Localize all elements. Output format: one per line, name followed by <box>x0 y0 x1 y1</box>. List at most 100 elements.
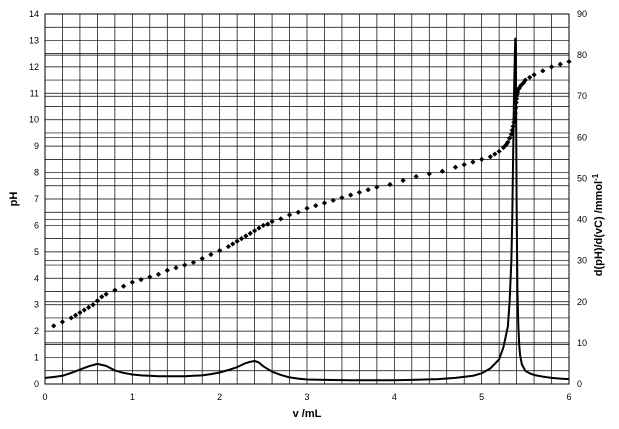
y-axis-title: pH <box>8 192 20 207</box>
ph-point <box>461 162 467 168</box>
gridlines <box>45 14 569 384</box>
y2-tick-label: 50 <box>577 173 587 183</box>
y-tick-label: 6 <box>34 220 39 230</box>
y2-tick-label: 80 <box>577 50 587 60</box>
ph-point <box>99 294 105 300</box>
ph-point <box>121 283 127 289</box>
ph-point <box>86 304 92 310</box>
y2-tick-label: 90 <box>577 9 587 19</box>
y2-axis-ticks: 0 10 20 30 40 50 60 70 80 90 <box>577 9 587 389</box>
ph-point <box>68 315 74 321</box>
y-tick-label: 10 <box>29 115 39 125</box>
y2-tick-label: 30 <box>577 256 587 266</box>
ph-point <box>387 181 393 188</box>
ph-point <box>269 218 275 225</box>
y-tick-label: 4 <box>34 273 39 283</box>
ph-point <box>426 171 432 177</box>
ph-point <box>278 216 284 222</box>
ph-point <box>164 267 170 273</box>
ph-point <box>507 135 513 141</box>
y-tick-label: 13 <box>29 35 39 45</box>
ph-point <box>243 233 249 239</box>
x-tick-label: 5 <box>479 392 484 402</box>
ph-point <box>217 247 223 254</box>
ph-point <box>208 251 214 258</box>
ph-point <box>330 197 336 203</box>
y2-axis-title-main: d(pH)/d(vC) /mmol <box>593 181 605 276</box>
y2-tick-label: 20 <box>577 297 587 307</box>
ph-point <box>540 68 546 74</box>
y-tick-label: 2 <box>34 326 39 336</box>
ph-point <box>518 82 524 88</box>
ph-point <box>256 225 262 231</box>
ph-point <box>522 77 528 83</box>
ph-point <box>94 298 100 304</box>
derivative-line <box>44 37 570 382</box>
y-tick-label: 0 <box>34 379 39 389</box>
ph-point <box>260 222 266 229</box>
ph-point <box>531 72 537 78</box>
ph-point <box>155 271 162 277</box>
ph-point <box>313 203 319 209</box>
ph-point <box>81 307 87 313</box>
ph-point <box>348 192 354 198</box>
ph-point <box>103 291 109 297</box>
ph-point <box>487 154 493 160</box>
x-tick-label: 2 <box>217 392 222 402</box>
ph-point <box>90 302 96 308</box>
x-tick-label: 6 <box>566 392 571 402</box>
y2-axis-title: d(pH)/d(vC) /mmol-1 <box>591 173 605 276</box>
y2-tick-label: 70 <box>577 91 587 101</box>
ph-point <box>496 148 502 155</box>
ph-point <box>557 61 563 67</box>
x-tick-label: 4 <box>392 392 397 402</box>
ph-point <box>400 177 406 184</box>
ph-point <box>77 310 83 316</box>
ph-point <box>234 238 240 244</box>
ph-point <box>452 164 459 170</box>
y-tick-label: 11 <box>30 88 39 98</box>
ph-point <box>230 241 236 247</box>
ph-point <box>147 274 153 280</box>
ph-point <box>72 312 79 318</box>
ph-point <box>548 64 555 70</box>
ph-point <box>508 131 514 137</box>
ph-point <box>247 230 253 236</box>
ph-point <box>356 189 362 195</box>
ph-point <box>225 243 231 250</box>
ph-point <box>339 195 345 201</box>
ph-point <box>295 209 301 215</box>
ph-point <box>112 287 118 293</box>
ph-point <box>59 319 66 325</box>
ph-point <box>173 265 179 271</box>
ph-point <box>129 279 135 285</box>
y2-tick-label: 60 <box>577 132 587 142</box>
ph-point <box>516 85 522 91</box>
y2-tick-label: 0 <box>577 379 582 389</box>
ph-point <box>566 58 572 65</box>
ph-point <box>365 187 371 193</box>
ph-point <box>190 259 197 266</box>
y-tick-label: 14 <box>29 9 39 19</box>
ph-point <box>238 236 245 242</box>
ph-point <box>321 200 328 206</box>
ph-point <box>138 277 144 283</box>
ph-point <box>265 221 271 227</box>
y2-tick-label: 10 <box>577 338 587 348</box>
x-tick-label: 3 <box>304 392 309 402</box>
y-tick-label: 12 <box>29 62 39 72</box>
plot-frame <box>44 13 570 385</box>
x-tick-label: 1 <box>130 392 135 402</box>
y2-tick-label: 40 <box>577 215 587 225</box>
y-tick-label: 1 <box>34 353 39 363</box>
ph-point <box>304 205 310 211</box>
y-tick-label: 8 <box>34 168 39 178</box>
ph-point <box>51 323 57 329</box>
y2-axis-title-sup: -1 <box>591 173 600 181</box>
ph-point <box>500 144 507 151</box>
y-tick-label: 5 <box>34 247 39 257</box>
ph-point <box>479 156 485 162</box>
series-layer <box>44 37 572 382</box>
